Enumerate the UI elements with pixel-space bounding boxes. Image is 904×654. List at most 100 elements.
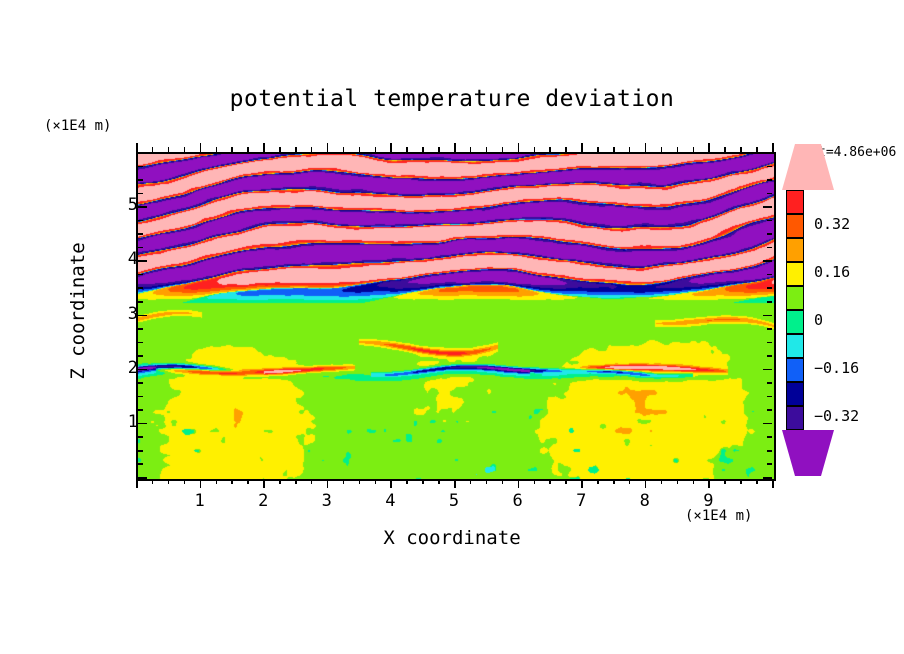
y-minor-tick bbox=[138, 409, 143, 411]
y-minor-tick bbox=[138, 328, 143, 330]
colorbar-segment bbox=[786, 358, 804, 382]
y-minor-tick-right bbox=[767, 165, 772, 168]
x-minor-tick bbox=[422, 479, 424, 484]
colorbar-tick-label: −0.16 bbox=[814, 359, 860, 377]
colorbar-segment bbox=[786, 334, 804, 358]
x-minor-tick-top bbox=[628, 147, 631, 152]
x-minor-tick bbox=[756, 479, 758, 484]
colorbar-segment bbox=[786, 286, 804, 310]
x-minor-tick-top bbox=[485, 147, 488, 152]
x-tick-label: 3 bbox=[321, 491, 332, 511]
x-tick-label: 8 bbox=[639, 491, 650, 511]
y-major-tick-right bbox=[763, 314, 772, 317]
x-minor-tick-top bbox=[151, 147, 154, 152]
x-minor-tick-top bbox=[469, 147, 472, 152]
x-tick-label: 9 bbox=[703, 491, 714, 511]
x-minor-tick bbox=[676, 479, 679, 484]
y-minor-tick-right bbox=[767, 463, 772, 466]
y-minor-tick-right bbox=[767, 328, 772, 330]
x-minor-tick bbox=[342, 479, 345, 484]
x-minor-tick-top bbox=[740, 147, 742, 152]
x-minor-tick bbox=[613, 479, 615, 484]
x-minor-tick bbox=[533, 479, 536, 484]
colorbar-tick-label: −0.32 bbox=[814, 407, 860, 425]
x-minor-tick bbox=[660, 479, 663, 484]
x-minor-tick-top bbox=[358, 147, 361, 152]
colorbar: 0.32 0.16 0 −0.16 −0.32 bbox=[782, 144, 859, 476]
x-minor-tick bbox=[295, 479, 297, 484]
x-major-tick bbox=[772, 479, 774, 488]
colorbar-segment bbox=[786, 214, 804, 238]
x-minor-tick bbox=[167, 479, 170, 484]
x-minor-tick-top bbox=[565, 147, 567, 152]
y-major-tick-right bbox=[763, 260, 772, 262]
y-minor-tick bbox=[138, 300, 143, 303]
page-title: potential temperature deviation bbox=[229, 86, 675, 112]
x-minor-tick-top bbox=[310, 147, 313, 152]
y-minor-tick bbox=[138, 179, 143, 181]
x-minor-tick bbox=[501, 479, 504, 484]
y-minor-tick-right bbox=[767, 246, 772, 249]
x-minor-tick-top bbox=[549, 147, 551, 152]
y-minor-tick bbox=[138, 341, 143, 344]
x-minor-tick-top bbox=[406, 147, 408, 152]
x-minor-tick-top bbox=[231, 147, 233, 152]
colorbar-tick-label: 0.16 bbox=[814, 263, 851, 281]
y-major-tick-right bbox=[763, 422, 772, 425]
x-minor-tick-top bbox=[692, 147, 695, 152]
x-minor-tick bbox=[406, 479, 408, 484]
x-major-tick bbox=[517, 479, 520, 488]
x-major-tick bbox=[263, 479, 265, 488]
x-tick-label: 1 bbox=[194, 491, 205, 511]
y-minor-tick-right bbox=[767, 192, 772, 195]
y-minor-tick-right bbox=[767, 179, 772, 181]
x-minor-tick bbox=[374, 479, 377, 484]
y-minor-tick bbox=[138, 449, 143, 452]
x-major-tick-top bbox=[772, 143, 774, 152]
y-minor-tick bbox=[138, 192, 143, 195]
y-minor-tick bbox=[138, 382, 143, 384]
colorbar-segment bbox=[786, 190, 804, 214]
colorbar-segment bbox=[786, 262, 804, 286]
x-minor-tick-top bbox=[167, 147, 170, 152]
y-minor-tick bbox=[138, 355, 143, 357]
x-minor-tick-top bbox=[676, 147, 679, 152]
x-minor-tick-top bbox=[756, 147, 758, 152]
x-major-tick-top bbox=[581, 143, 583, 152]
y-major-tick-right bbox=[763, 477, 772, 479]
x-minor-tick bbox=[279, 479, 281, 484]
x-tick-label: 7 bbox=[576, 491, 587, 511]
colorbar-segment bbox=[786, 406, 804, 430]
x-minor-tick-top bbox=[279, 147, 281, 152]
colorbar-tick-label: 0.32 bbox=[814, 215, 851, 233]
x-minor-tick bbox=[310, 479, 313, 484]
y-minor-tick bbox=[138, 233, 143, 235]
x-major-tick-top bbox=[263, 143, 265, 152]
y-tick-label: 5 bbox=[127, 195, 138, 216]
y-minor-tick bbox=[138, 273, 143, 276]
x-major-tick bbox=[454, 479, 456, 488]
x-minor-tick-top bbox=[597, 147, 599, 152]
y-major-tick bbox=[138, 314, 147, 317]
y-minor-tick-right bbox=[767, 409, 772, 411]
y-minor-tick-right bbox=[767, 449, 772, 452]
y-tick-label: 2 bbox=[127, 357, 138, 378]
time-annotation: t=4.86e+06 s bbox=[818, 145, 904, 160]
colorbar-over-arrow bbox=[782, 144, 834, 190]
y-minor-tick bbox=[138, 165, 143, 168]
y-minor-tick bbox=[138, 395, 143, 398]
x-minor-tick-top bbox=[342, 147, 345, 152]
x-major-tick-top bbox=[644, 143, 647, 152]
y-major-tick bbox=[138, 206, 147, 208]
y-minor-tick-right bbox=[767, 382, 772, 384]
y-minor-tick bbox=[138, 287, 143, 289]
contour-field bbox=[138, 154, 774, 479]
x-minor-tick-top bbox=[533, 147, 536, 152]
x-major-tick-top bbox=[136, 143, 138, 152]
x-major-tick bbox=[136, 479, 138, 488]
x-tick-label: 4 bbox=[385, 491, 396, 511]
x-minor-tick-top bbox=[501, 147, 504, 152]
y-minor-tick-right bbox=[767, 436, 772, 438]
x-tick-label: 2 bbox=[258, 491, 269, 511]
y-tick-label: 1 bbox=[127, 411, 138, 432]
